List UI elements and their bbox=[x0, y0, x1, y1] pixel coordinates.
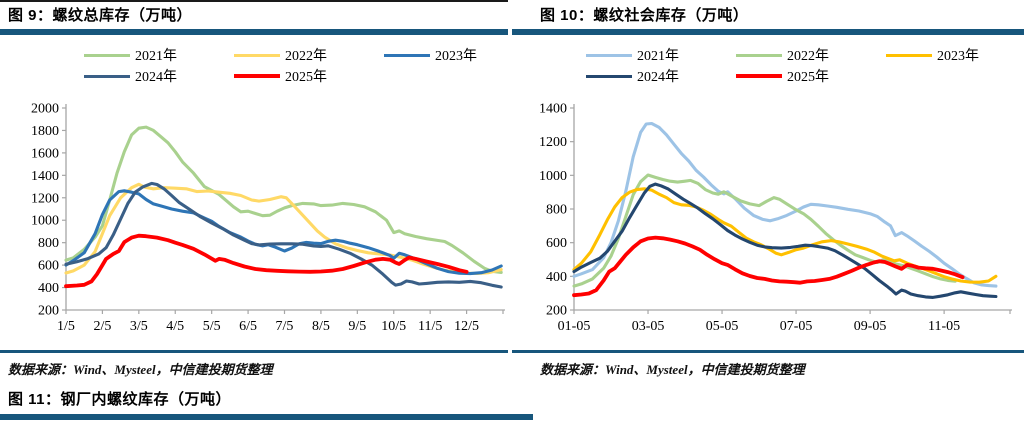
svg-text:400: 400 bbox=[38, 281, 59, 296]
svg-text:400: 400 bbox=[546, 270, 567, 285]
svg-text:600: 600 bbox=[38, 259, 59, 274]
svg-text:9/5: 9/5 bbox=[348, 319, 366, 334]
legend-label: 2023年 bbox=[435, 49, 477, 64]
legend-item-2025: 2025年 bbox=[234, 67, 384, 85]
svg-text:2/5: 2/5 bbox=[93, 319, 111, 334]
svg-text:8/5: 8/5 bbox=[312, 319, 330, 334]
legend-label: 2021年 bbox=[637, 49, 679, 64]
figure10-legend: 2021年 2022年 2023年 2024年 2025年 bbox=[586, 46, 1024, 85]
svg-text:1000: 1000 bbox=[31, 214, 59, 229]
legend-line-swatch bbox=[84, 53, 130, 57]
legend-line-swatch bbox=[384, 53, 430, 57]
figure10-chart: 200 400 600 800 1000 1200 1400 01-05 03-05 05-05 0… bbox=[539, 102, 1012, 334]
svg-text:7/5: 7/5 bbox=[276, 319, 294, 334]
legend-line-swatch bbox=[736, 53, 782, 57]
legend-line-swatch bbox=[736, 74, 782, 78]
legend-line-swatch bbox=[234, 74, 280, 78]
legend-label: 2022年 bbox=[285, 49, 327, 64]
legend-line-swatch bbox=[886, 53, 932, 57]
legend-line-swatch bbox=[586, 74, 632, 78]
svg-text:10/5: 10/5 bbox=[381, 319, 406, 334]
legend-line-swatch bbox=[84, 74, 130, 78]
legend-label: 2025年 bbox=[285, 70, 327, 85]
svg-text:3/5: 3/5 bbox=[130, 319, 148, 334]
legend-label: 2021年 bbox=[135, 49, 177, 64]
svg-text:01-05: 01-05 bbox=[558, 319, 591, 334]
svg-text:5/5: 5/5 bbox=[203, 319, 221, 334]
figure11-title-underline bbox=[0, 414, 533, 420]
figure11-header: 图 11：钢厂内螺纹库存（万吨） bbox=[0, 388, 533, 428]
legend-line-swatch bbox=[234, 53, 280, 57]
legend-item-2022: 2022年 bbox=[234, 46, 384, 64]
svg-text:1800: 1800 bbox=[31, 124, 59, 139]
figure9-bottom-divider bbox=[0, 350, 508, 353]
svg-text:09-05: 09-05 bbox=[854, 319, 887, 334]
legend-item-2021: 2021年 bbox=[84, 46, 234, 64]
legend-item-2024: 2024年 bbox=[586, 67, 736, 85]
svg-text:1000: 1000 bbox=[539, 169, 567, 184]
figure9-title-underline bbox=[0, 29, 508, 35]
svg-text:05-05: 05-05 bbox=[706, 319, 739, 334]
legend-item-2023: 2023年 bbox=[384, 46, 534, 64]
legend-label: 2022年 bbox=[787, 49, 829, 64]
svg-text:6/5: 6/5 bbox=[239, 319, 257, 334]
figure9-legend: 2021年 2022年 2023年 2024年 2025年 bbox=[84, 46, 534, 85]
legend-item-2021: 2021年 bbox=[586, 46, 736, 64]
svg-text:1/5: 1/5 bbox=[57, 319, 75, 334]
figure11-title: 图 11：钢厂内螺纹库存（万吨） bbox=[8, 391, 232, 408]
svg-text:600: 600 bbox=[546, 236, 567, 251]
svg-text:2000: 2000 bbox=[31, 102, 59, 117]
svg-text:200: 200 bbox=[546, 304, 567, 319]
top-divider bbox=[0, 0, 508, 2]
svg-text:1600: 1600 bbox=[31, 146, 59, 161]
legend-label: 2025年 bbox=[787, 70, 829, 85]
svg-text:11/5: 11/5 bbox=[418, 319, 442, 334]
svg-text:200: 200 bbox=[38, 304, 59, 319]
figure10-title-underline bbox=[512, 29, 1024, 35]
svg-text:800: 800 bbox=[546, 203, 567, 218]
svg-text:11-05: 11-05 bbox=[928, 319, 960, 334]
figure10-bottom-divider bbox=[512, 350, 1024, 353]
svg-text:800: 800 bbox=[38, 236, 59, 251]
svg-text:1200: 1200 bbox=[539, 135, 567, 150]
svg-text:12/5: 12/5 bbox=[454, 319, 479, 334]
svg-text:03-05: 03-05 bbox=[632, 319, 665, 334]
figure10-panel: 图 10：螺纹社会库存（万吨） 2021年 2022年 2023年 2024年 2025… bbox=[512, 0, 1024, 386]
figure10-title: 图 10：螺纹社会库存（万吨） bbox=[540, 7, 749, 24]
figure9-title: 图 9：螺纹总库存（万吨） bbox=[8, 7, 193, 24]
svg-text:4/5: 4/5 bbox=[166, 319, 184, 334]
figure9-panel: 图 9：螺纹总库存（万吨） 2021年 2022年 2023年 2024年 2025年 … bbox=[0, 0, 508, 386]
legend-item-2022: 2022年 bbox=[736, 46, 886, 64]
legend-label: 2023年 bbox=[937, 49, 979, 64]
legend-label: 2024年 bbox=[135, 70, 177, 85]
figure9-source-note: 数据来源：Wind、Mysteel，中信建投期货整理 bbox=[8, 362, 273, 377]
legend-item-2023: 2023年 bbox=[886, 46, 1024, 64]
svg-text:1200: 1200 bbox=[31, 191, 59, 206]
legend-label: 2024年 bbox=[637, 70, 679, 85]
svg-text:07-05: 07-05 bbox=[780, 319, 813, 334]
legend-item-2025: 2025年 bbox=[736, 67, 886, 85]
svg-text:1400: 1400 bbox=[539, 102, 567, 117]
legend-line-swatch bbox=[586, 53, 632, 57]
legend-item-2024: 2024年 bbox=[84, 67, 234, 85]
figure10-source-note: 数据来源：Wind、Mysteel，中信建投期货整理 bbox=[540, 362, 805, 377]
figure9-chart: 200 400 600 800 1000 1200 1400 1600 1800 2000 1/5 2… bbox=[31, 102, 505, 334]
svg-text:1400: 1400 bbox=[31, 169, 59, 184]
